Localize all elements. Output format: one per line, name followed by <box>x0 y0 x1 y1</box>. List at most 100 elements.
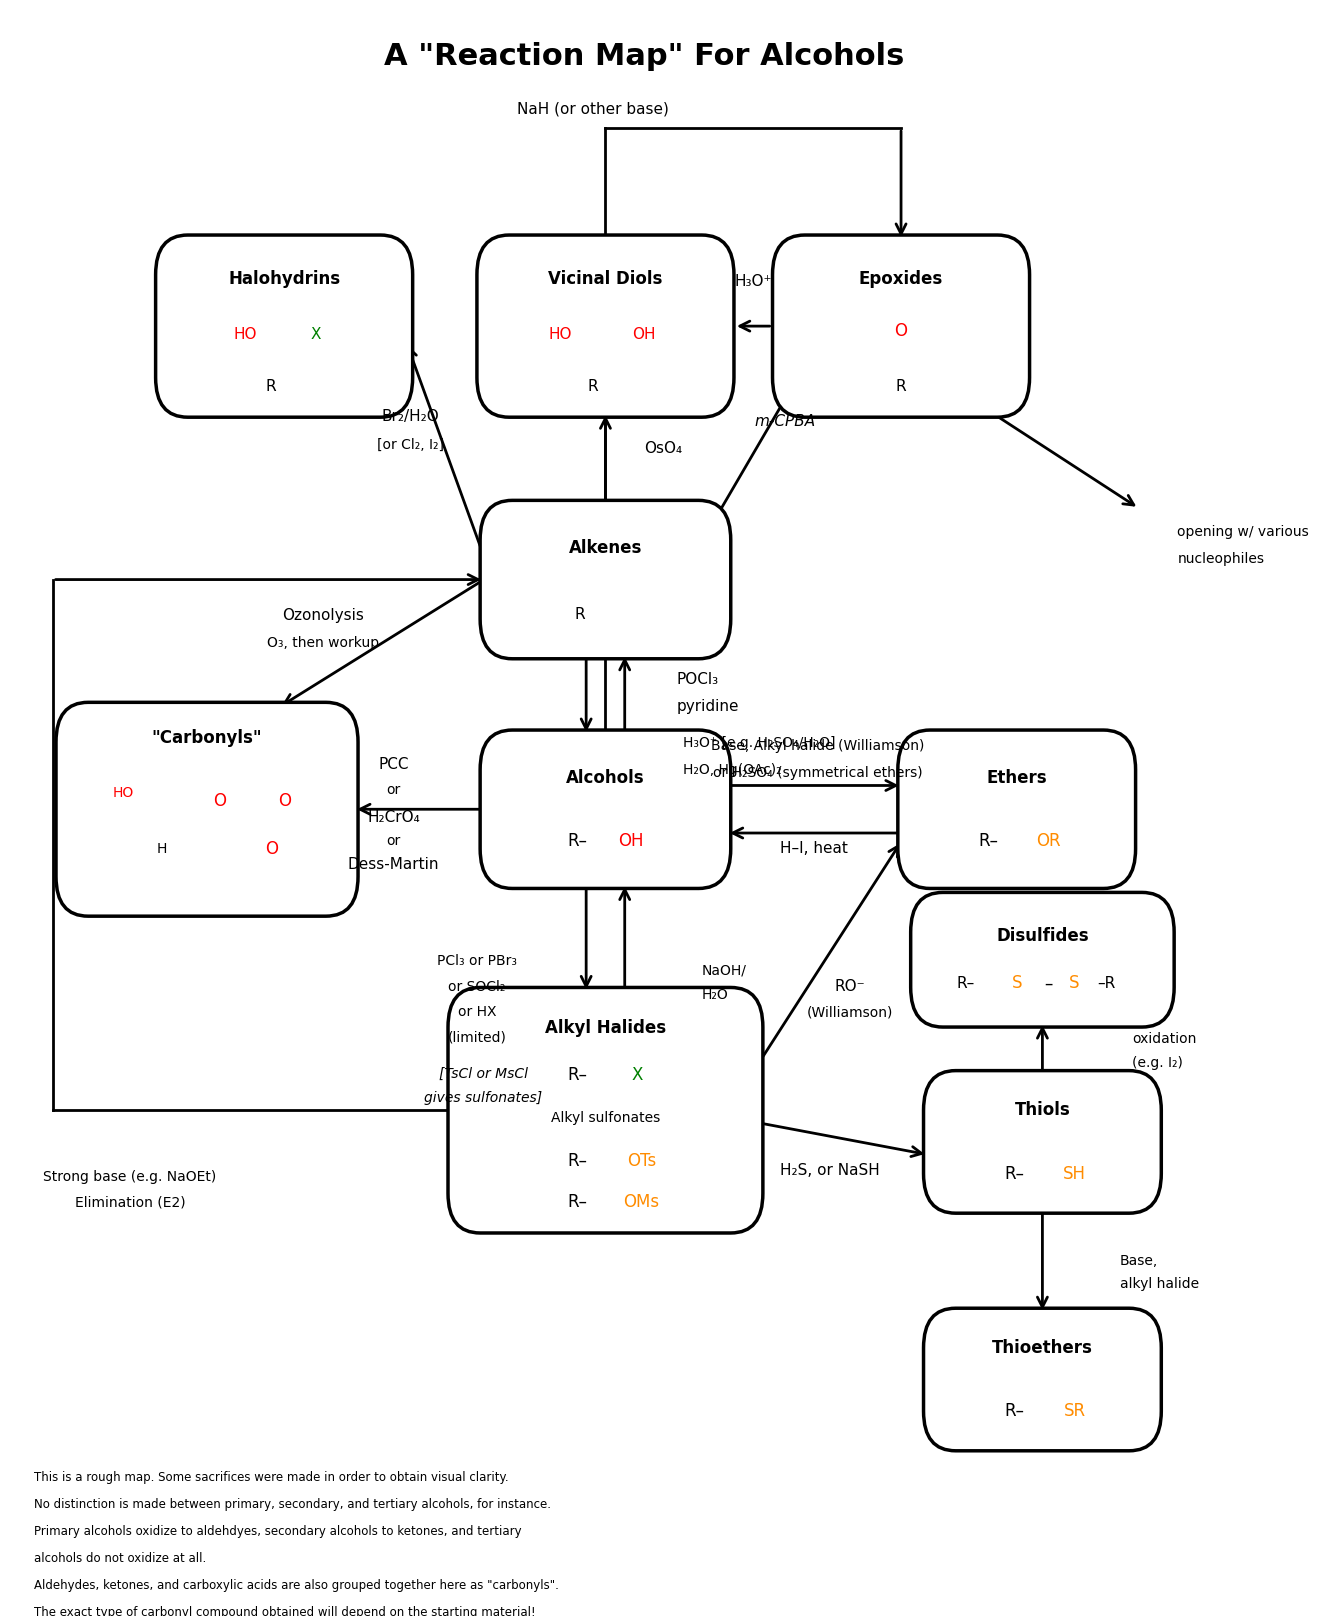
Text: Base, Alkyl halide (Williamson): Base, Alkyl halide (Williamson) <box>711 739 924 753</box>
Text: X: X <box>310 326 321 341</box>
Text: Base,: Base, <box>1119 1254 1158 1267</box>
FancyArrowPatch shape <box>360 805 481 814</box>
Text: Br₂/H₂O: Br₂/H₂O <box>381 409 440 423</box>
FancyArrowPatch shape <box>730 781 896 790</box>
Text: R: R <box>266 378 277 394</box>
Text: R–: R– <box>979 832 999 850</box>
FancyArrowPatch shape <box>761 845 899 1060</box>
Text: R–: R– <box>1004 1403 1024 1420</box>
Text: –R: –R <box>1098 976 1116 991</box>
Text: The exact type of carbonyl compound obtained will depend on the starting materia: The exact type of carbonyl compound obta… <box>33 1606 535 1616</box>
Text: O: O <box>213 792 226 810</box>
FancyArrowPatch shape <box>1038 1212 1047 1307</box>
Text: Ozonolysis: Ozonolysis <box>282 609 364 624</box>
FancyBboxPatch shape <box>773 234 1030 417</box>
Text: Alcohols: Alcohols <box>566 769 645 787</box>
Text: OH: OH <box>618 832 643 850</box>
Text: Epoxides: Epoxides <box>859 270 943 288</box>
FancyBboxPatch shape <box>448 987 763 1233</box>
Text: OMs: OMs <box>623 1193 659 1210</box>
Text: (e.g. I₂): (e.g. I₂) <box>1132 1055 1183 1070</box>
Text: Vicinal Diols: Vicinal Diols <box>549 270 662 288</box>
FancyBboxPatch shape <box>923 1309 1162 1451</box>
Text: Alkyl sulfonates: Alkyl sulfonates <box>551 1112 661 1125</box>
Text: OH: OH <box>633 326 655 341</box>
FancyArrowPatch shape <box>762 1123 922 1157</box>
Text: X: X <box>631 1067 643 1084</box>
FancyArrowPatch shape <box>284 582 482 705</box>
Text: R–: R– <box>567 1152 587 1170</box>
Text: O: O <box>277 792 290 810</box>
Text: HO: HO <box>113 787 135 800</box>
Text: opening w/ various: opening w/ various <box>1177 525 1309 540</box>
FancyArrowPatch shape <box>702 373 801 541</box>
Text: Thiols: Thiols <box>1015 1100 1071 1120</box>
Text: HO: HO <box>234 326 257 341</box>
Text: or: or <box>386 834 401 848</box>
Text: [or Cl₂, I₂]: [or Cl₂, I₂] <box>377 438 444 452</box>
Text: Dess-Martin: Dess-Martin <box>348 856 440 873</box>
Text: Disulfides: Disulfides <box>996 928 1088 945</box>
Text: gives sulfonates]: gives sulfonates] <box>425 1091 542 1105</box>
Text: Ethers: Ethers <box>987 769 1047 787</box>
FancyArrowPatch shape <box>581 887 591 986</box>
FancyArrowPatch shape <box>733 827 899 839</box>
Text: (limited): (limited) <box>448 1031 506 1044</box>
Text: alkyl halide: alkyl halide <box>1119 1278 1199 1291</box>
Text: This is a rough map. Some sacrifices were made in order to obtain visual clarity: This is a rough map. Some sacrifices wer… <box>33 1472 507 1485</box>
Text: OTs: OTs <box>627 1152 657 1170</box>
FancyArrowPatch shape <box>581 656 591 729</box>
Text: R–: R– <box>1004 1165 1024 1183</box>
FancyBboxPatch shape <box>477 234 734 417</box>
FancyArrowPatch shape <box>619 659 630 732</box>
FancyArrowPatch shape <box>619 889 630 989</box>
Text: –: – <box>1044 974 1054 992</box>
Text: NaOH/: NaOH/ <box>702 963 747 978</box>
Text: PCl₃ or PBr₃: PCl₃ or PBr₃ <box>437 955 517 968</box>
FancyArrowPatch shape <box>896 131 906 234</box>
Text: Elimination (E2): Elimination (E2) <box>75 1196 185 1209</box>
Text: (Williamson): (Williamson) <box>806 1005 892 1020</box>
Text: Halohydrins: Halohydrins <box>228 270 340 288</box>
Text: R–: R– <box>567 1067 587 1084</box>
Text: pyridine: pyridine <box>677 698 739 714</box>
Text: or H₂SO₄ (symmetrical ethers): or H₂SO₄ (symmetrical ethers) <box>713 766 922 781</box>
Text: SR: SR <box>1063 1403 1086 1420</box>
FancyArrowPatch shape <box>408 347 486 561</box>
FancyArrowPatch shape <box>1038 1028 1047 1073</box>
Text: nucleophiles: nucleophiles <box>1177 553 1264 566</box>
FancyBboxPatch shape <box>156 234 413 417</box>
FancyArrowPatch shape <box>739 322 770 331</box>
Text: R–: R– <box>567 1193 587 1210</box>
Text: O: O <box>895 322 907 339</box>
Text: H₂O: H₂O <box>702 987 729 1002</box>
Text: H₃O⁺ [e.g. H₂SO₄/H₂O]: H₃O⁺ [e.g. H₂SO₄/H₂O] <box>682 735 835 750</box>
Text: alcohols do not oxidize at all.: alcohols do not oxidize at all. <box>33 1553 205 1566</box>
FancyBboxPatch shape <box>923 1071 1162 1214</box>
Text: OR: OR <box>1036 832 1062 850</box>
Text: Alkyl Halides: Alkyl Halides <box>545 1018 666 1037</box>
Text: Strong base (e.g. NaOEt): Strong base (e.g. NaOEt) <box>43 1170 217 1185</box>
Text: O₃, then workup: O₃, then workup <box>266 637 378 650</box>
Text: or SOCl₂: or SOCl₂ <box>449 979 506 994</box>
Text: H₂CrO₄: H₂CrO₄ <box>368 810 420 824</box>
Text: or HX: or HX <box>458 1005 496 1020</box>
FancyBboxPatch shape <box>480 730 731 889</box>
Text: H: H <box>157 842 168 856</box>
FancyBboxPatch shape <box>911 892 1173 1028</box>
Text: Aldehydes, ketones, and carboxylic acids are also grouped together here as "carb: Aldehydes, ketones, and carboxylic acids… <box>33 1579 558 1592</box>
Text: "Carbonyls": "Carbonyls" <box>152 729 262 747</box>
Text: H–I, heat: H–I, heat <box>779 842 847 856</box>
Text: Thioethers: Thioethers <box>992 1338 1092 1357</box>
Text: NaH (or other base): NaH (or other base) <box>517 102 669 116</box>
Text: SH: SH <box>1063 1165 1086 1183</box>
Text: S: S <box>1011 974 1022 992</box>
FancyArrowPatch shape <box>988 410 1134 506</box>
Text: oxidation: oxidation <box>1132 1033 1196 1046</box>
Text: HO: HO <box>549 326 573 341</box>
FancyBboxPatch shape <box>480 501 731 659</box>
Text: H₃O⁺: H₃O⁺ <box>734 275 773 289</box>
Text: or: or <box>386 784 401 797</box>
Text: m-CPBA: m-CPBA <box>755 414 817 428</box>
Text: R: R <box>587 378 598 394</box>
